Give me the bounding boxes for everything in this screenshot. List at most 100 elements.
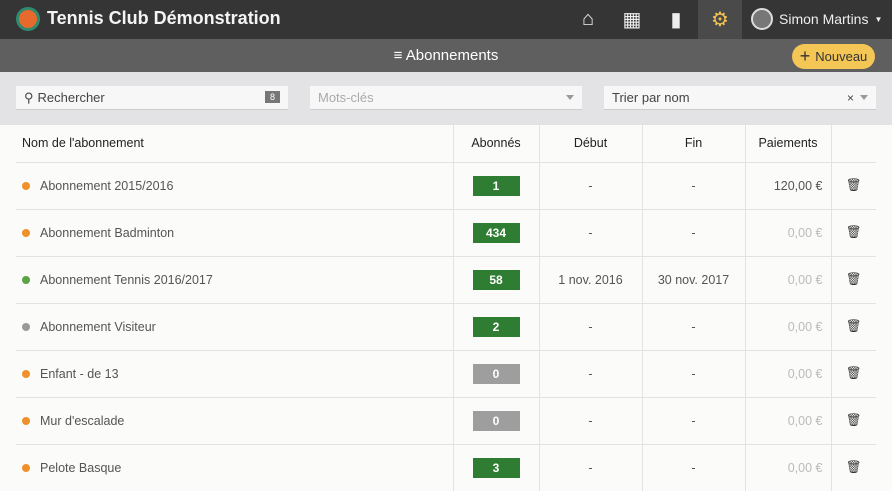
search-input[interactable]: ⚲ Rechercher 8 bbox=[16, 86, 288, 110]
payments-cell: 0,00 € bbox=[744, 396, 831, 444]
plus-icon: + bbox=[799, 46, 811, 66]
chevron-down-icon: ▼ bbox=[874, 14, 883, 24]
end-cell: - bbox=[641, 161, 745, 209]
subscription-name: Abonnement Visiteur bbox=[40, 319, 156, 334]
start-cell: 1 nov. 2016 bbox=[538, 255, 642, 303]
subscribers-badge: 434 bbox=[472, 222, 520, 243]
table-row[interactable]: Abonnement Tennis 2016/2017 58 1 nov. 20… bbox=[16, 255, 876, 303]
col-payments[interactable]: Paiements bbox=[744, 125, 831, 162]
delete-button[interactable]: 🗑 bbox=[830, 161, 876, 209]
delete-button[interactable]: 🗑 bbox=[830, 302, 876, 350]
end-cell: 30 nov. 2017 bbox=[641, 255, 745, 303]
name-cell[interactable]: Abonnement Visiteur bbox=[16, 302, 453, 350]
name-cell[interactable]: Pelote Basque bbox=[16, 443, 453, 491]
user-menu[interactable]: Simon Martins ▼ bbox=[751, 8, 882, 30]
top-bar: Tennis Club Démonstration ⌂ ▦ ▮ ⚙ Simon … bbox=[0, 0, 892, 39]
new-label: Nouveau bbox=[815, 49, 868, 64]
subscription-name: Enfant - de 13 bbox=[40, 366, 119, 381]
col-end[interactable]: Fin bbox=[641, 125, 745, 162]
table-row[interactable]: Abonnement 2015/2016 1 - - 120,00 € 🗑 bbox=[16, 161, 876, 209]
user-name: Simon Martins bbox=[779, 11, 869, 27]
sort-value: Trier par nom bbox=[612, 90, 690, 105]
trash-icon: 🗑 bbox=[845, 178, 862, 192]
delete-button[interactable]: 🗑 bbox=[830, 443, 876, 491]
trash-icon: 🗑 bbox=[845, 460, 862, 475]
col-name[interactable]: Nom de l'abonnement bbox=[22, 136, 144, 151]
start-cell: - bbox=[538, 302, 642, 350]
status-dot bbox=[22, 275, 30, 284]
subscribers-cell: 434 bbox=[452, 208, 539, 256]
chat-icon[interactable]: ▮ bbox=[670, 9, 682, 31]
subscription-name: Pelote Basque bbox=[40, 460, 122, 475]
subscription-name: Abonnement 2015/2016 bbox=[40, 178, 174, 193]
delete-button[interactable]: 🗑 bbox=[830, 255, 876, 303]
name-cell[interactable]: Abonnement Badminton bbox=[16, 208, 453, 256]
subscribers-cell: 1 bbox=[452, 161, 539, 209]
payments-cell: 0,00 € bbox=[744, 349, 831, 397]
col-actions bbox=[830, 125, 876, 162]
table-row[interactable]: Abonnement Visiteur 2 - - 0,00 € 🗑 bbox=[16, 302, 876, 350]
end-cell: - bbox=[641, 396, 745, 444]
name-cell[interactable]: Abonnement 2015/2016 bbox=[16, 161, 453, 209]
subscribers-cell: 2 bbox=[452, 302, 539, 350]
end-cell: - bbox=[641, 349, 745, 397]
table-row[interactable]: Pelote Basque 3 - - 0,00 € 🗑 bbox=[16, 443, 876, 491]
table-row[interactable]: Mur d'escalade 0 - - 0,00 € 🗑 bbox=[16, 396, 876, 444]
subscribers-cell: 0 bbox=[452, 396, 539, 444]
payments-cell: 0,00 € bbox=[744, 302, 831, 350]
delete-button[interactable]: 🗑 bbox=[830, 396, 876, 444]
sort-select[interactable]: Trier par nom × bbox=[604, 86, 876, 110]
result-count: 8 bbox=[264, 91, 280, 103]
subscribers-cell: 58 bbox=[452, 255, 539, 303]
name-cell[interactable]: Mur d'escalade bbox=[16, 396, 453, 444]
end-cell: - bbox=[641, 302, 745, 350]
subscription-name: Mur d'escalade bbox=[40, 413, 125, 428]
delete-button[interactable]: 🗑 bbox=[830, 208, 876, 256]
status-dot bbox=[22, 416, 30, 425]
calendar-icon[interactable]: ▦ bbox=[622, 9, 642, 31]
status-dot bbox=[22, 181, 30, 190]
start-cell: - bbox=[538, 161, 642, 209]
payments-cell: 0,00 € bbox=[744, 443, 831, 491]
table-row[interactable]: Enfant - de 13 0 - - 0,00 € 🗑 bbox=[16, 349, 876, 397]
subscribers-badge: 2 bbox=[472, 316, 520, 337]
col-subscribers[interactable]: Abonnés bbox=[452, 125, 539, 162]
start-cell: - bbox=[538, 443, 642, 491]
subscribers-badge: 1 bbox=[472, 175, 520, 196]
name-cell[interactable]: Enfant - de 13 bbox=[16, 349, 453, 397]
start-cell: - bbox=[538, 396, 642, 444]
new-button[interactable]: + Nouveau bbox=[792, 44, 875, 69]
trash-icon: 🗑 bbox=[845, 366, 862, 380]
clear-icon[interactable]: × bbox=[846, 90, 854, 105]
delete-button[interactable]: 🗑 bbox=[830, 349, 876, 397]
trash-icon: 🗑 bbox=[845, 319, 862, 333]
table-row[interactable]: Abonnement Badminton 434 - - 0,00 € 🗑 bbox=[16, 208, 876, 256]
end-cell: - bbox=[641, 443, 745, 491]
filter-bar: ⚲ Rechercher 8 Mots-clés Trier par nom × bbox=[0, 72, 892, 125]
search-placeholder: Rechercher bbox=[37, 90, 105, 105]
keywords-select[interactable]: Mots-clés bbox=[310, 86, 582, 110]
trash-icon: 🗑 bbox=[845, 272, 862, 286]
end-cell: - bbox=[641, 208, 745, 256]
payments-cell: 120,00 € bbox=[744, 161, 831, 209]
col-start[interactable]: Début bbox=[538, 125, 642, 162]
chevron-down-icon bbox=[566, 95, 574, 104]
subscribers-cell: 0 bbox=[452, 349, 539, 397]
subscribers-badge: 0 bbox=[472, 363, 520, 384]
gear-icon[interactable]: ⚙ bbox=[698, 0, 742, 39]
name-cell[interactable]: Abonnement Tennis 2016/2017 bbox=[16, 255, 453, 303]
app-title: Tennis Club Démonstration bbox=[47, 8, 281, 28]
home-icon[interactable]: ⌂ bbox=[581, 8, 595, 30]
subscribers-cell: 3 bbox=[452, 443, 539, 491]
trash-icon: 🗑 bbox=[845, 413, 862, 427]
trash-icon: 🗑 bbox=[845, 225, 862, 239]
subscriptions-table: Nom de l'abonnement Abonnés Début Fin Pa… bbox=[16, 125, 876, 491]
page-title: Abonnements bbox=[405, 47, 499, 64]
status-dot bbox=[22, 369, 30, 378]
club-logo[interactable] bbox=[16, 7, 40, 31]
subscribers-badge: 0 bbox=[472, 410, 520, 431]
start-cell: - bbox=[538, 349, 642, 397]
payments-cell: 0,00 € bbox=[744, 255, 831, 303]
sub-header: ≡ Abonnements bbox=[0, 39, 892, 72]
chevron-down-icon bbox=[860, 95, 868, 104]
